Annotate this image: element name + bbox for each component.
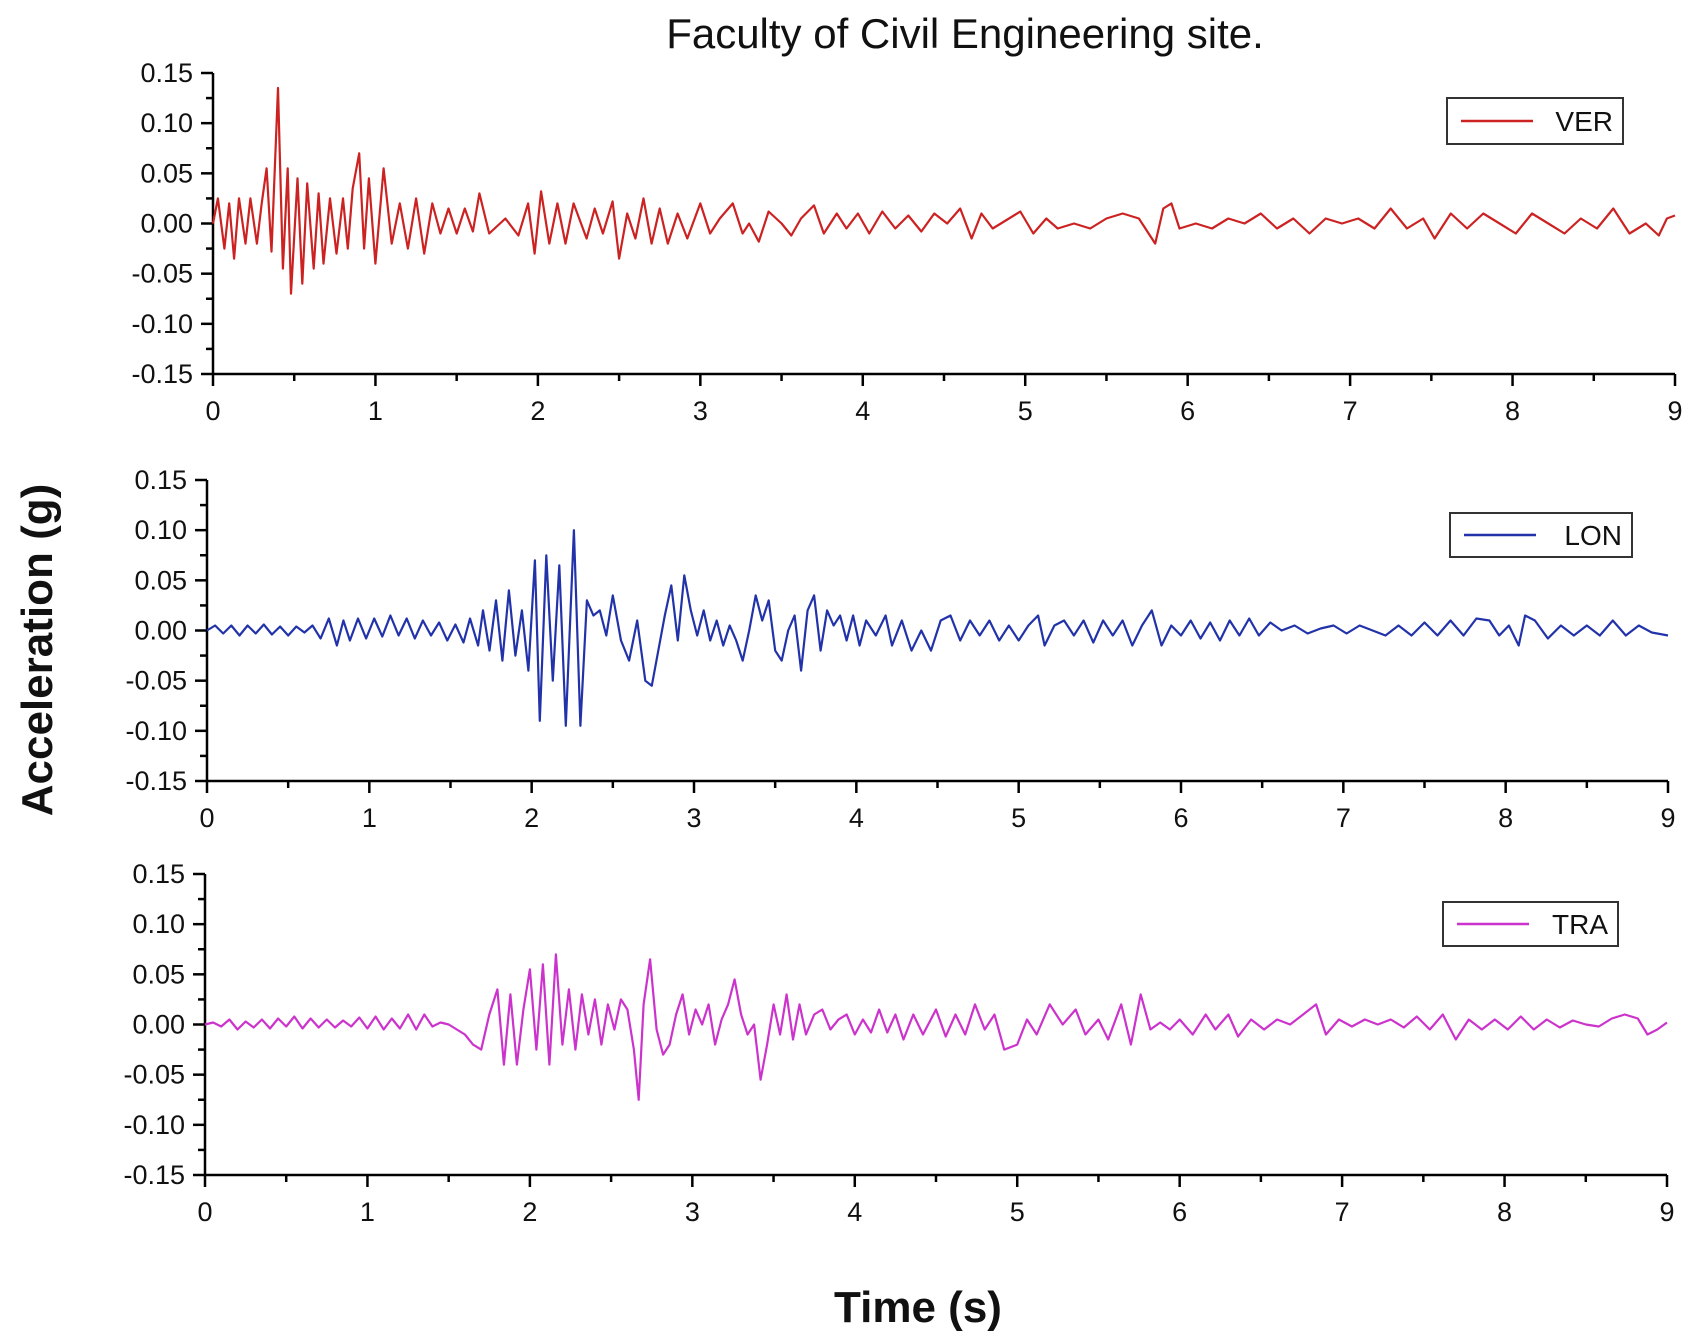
y-tick-label: 0.00: [134, 616, 187, 646]
series-line-tra: [204, 953, 1668, 1101]
x-tick-label: 1: [368, 396, 383, 426]
y-tick-label: -0.05: [131, 259, 193, 289]
x-tick-label: 2: [530, 396, 545, 426]
x-tick-label: 0: [199, 803, 214, 833]
panel-lon: 0.15 0.10 0.05 0.00 -0.05 -0.10 -0.15 0 1 2 3 4 5 6 7 8…: [125, 465, 1675, 833]
x-tick-label: 5: [1018, 396, 1033, 426]
y-tick-label: -0.10: [123, 1110, 185, 1140]
panel-tra: 0.15 0.10 0.05 0.00 -0.05 -0.10 -0.15 0 1 2 3 4 5 6 7 8…: [123, 859, 1674, 1227]
x-tick-label: 8: [1497, 1197, 1512, 1227]
y-tick-label: 0.10: [140, 108, 193, 138]
x-tick-label: 0: [205, 396, 220, 426]
x-tick-label: 6: [1173, 803, 1188, 833]
y-tick-label: -0.10: [125, 716, 187, 746]
y-tick-label: -0.05: [125, 666, 187, 696]
x-tick-label: 2: [524, 803, 539, 833]
x-tick-label: 3: [693, 396, 708, 426]
legend-lon: LON: [1449, 512, 1633, 558]
x-tick-label: 5: [1011, 803, 1026, 833]
legend-label: TRA: [1552, 909, 1608, 940]
x-tick-label: 6: [1172, 1197, 1187, 1227]
x-tick-label: 7: [1335, 1197, 1350, 1227]
y-tick-label: -0.10: [131, 309, 193, 339]
x-tick-label: 3: [685, 1197, 700, 1227]
x-tick-label: 7: [1343, 396, 1358, 426]
x-tick-label: 9: [1659, 1197, 1674, 1227]
x-tick-label: 7: [1336, 803, 1351, 833]
y-tick-label: 0.00: [132, 1010, 185, 1040]
legend-ver: VER: [1446, 97, 1624, 145]
y-tick-label: -0.15: [125, 766, 187, 796]
legend-tra: TRA: [1442, 901, 1619, 947]
y-tick-label: 0.10: [132, 909, 185, 939]
legend-label: LON: [1564, 520, 1622, 551]
y-tick-label: 0.15: [132, 859, 185, 889]
x-tick-label: 5: [1010, 1197, 1025, 1227]
y-tick-label: -0.15: [131, 359, 193, 389]
x-tick-label: 0: [197, 1197, 212, 1227]
x-tick-label: 3: [686, 803, 701, 833]
y-tick-label: 0.15: [140, 58, 193, 88]
x-tick-label: 2: [522, 1197, 537, 1227]
x-tick-label: 1: [360, 1197, 375, 1227]
y-tick-label: 0.05: [140, 158, 193, 188]
y-tick-label: 0.10: [134, 515, 187, 545]
y-axis-label: Acceleration (g): [13, 484, 62, 817]
panel-ver: 0.15 0.10 0.05 0.00 -0.05 -0.10 -0.15 0 1 2 3 4 5 6 7 8…: [131, 58, 1682, 426]
x-axis-label: Time (s): [834, 1283, 1002, 1332]
x-tick-label: 1: [362, 803, 377, 833]
x-tick-label: 4: [849, 803, 864, 833]
x-tick-label: 8: [1505, 396, 1520, 426]
x-tick-label: 9: [1660, 803, 1675, 833]
chart-title: Faculty of Civil Engineering site.: [666, 10, 1264, 57]
x-tick-label: 4: [855, 396, 870, 426]
series-line-ver: [211, 86, 1676, 295]
y-tick-label: -0.05: [123, 1060, 185, 1090]
legend-label: VER: [1555, 106, 1613, 137]
y-tick-label: 0.15: [134, 465, 187, 495]
y-tick-label: 0.05: [134, 565, 187, 595]
x-tick-label: 8: [1498, 803, 1513, 833]
x-tick-label: 9: [1667, 396, 1682, 426]
y-tick-label: 0.00: [140, 209, 193, 239]
x-tick-label: 4: [847, 1197, 862, 1227]
y-tick-label: 0.05: [132, 959, 185, 989]
series-line-lon: [206, 529, 1669, 727]
x-tick-label: 6: [1180, 396, 1195, 426]
y-tick-label: -0.15: [123, 1160, 185, 1190]
